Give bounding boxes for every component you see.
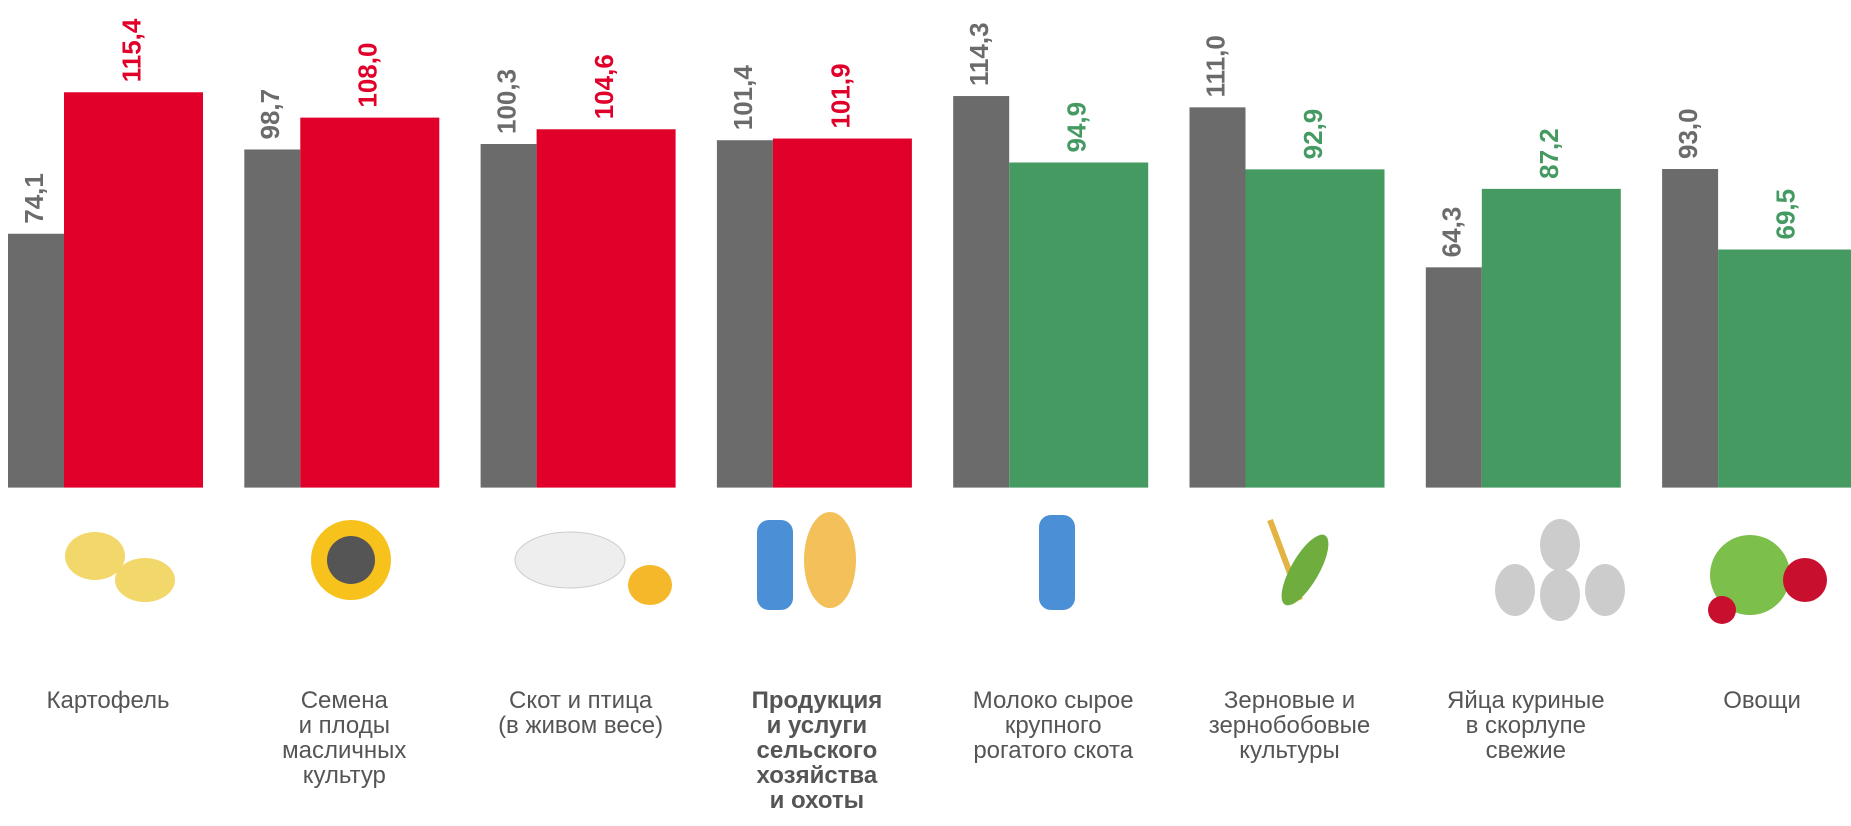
value-label: 115,4	[116, 18, 146, 82]
bar	[1426, 267, 1482, 487]
icon	[628, 565, 672, 605]
icons	[65, 512, 1827, 624]
icon	[1273, 528, 1337, 611]
bar	[1482, 189, 1621, 488]
icon	[757, 520, 793, 610]
bar	[1009, 162, 1148, 487]
bar	[64, 92, 203, 487]
bar	[1718, 250, 1851, 488]
bar	[481, 144, 537, 488]
icon	[1540, 519, 1580, 571]
icon	[1585, 564, 1625, 616]
bar	[1662, 169, 1718, 488]
icon	[1039, 515, 1075, 610]
category-label: Картофель	[0, 688, 226, 713]
bar	[717, 140, 773, 487]
value-label: 100,3	[491, 69, 521, 134]
chart: 74,1 115,4 98,7 108,0 100,3 104,6 101,4 101,9 11…	[0, 0, 1851, 826]
bar	[8, 234, 64, 488]
icon	[327, 536, 375, 584]
value-label: 64,3	[1437, 207, 1467, 258]
value-label: 92,9	[1298, 109, 1328, 160]
bar	[1246, 169, 1385, 487]
category-label: Зерновые и зернобобовые культуры	[1172, 688, 1408, 763]
bar	[953, 96, 1009, 488]
value-label: 108,0	[353, 43, 383, 108]
bar	[1190, 107, 1246, 487]
icon	[515, 532, 625, 588]
value-label: 94,9	[1062, 102, 1092, 153]
value-label: 87,2	[1534, 128, 1564, 179]
value-label: 111,0	[1200, 35, 1230, 97]
value-label: 98,7	[255, 89, 285, 140]
icon	[1708, 596, 1736, 624]
bar	[773, 139, 912, 488]
icon	[115, 558, 175, 602]
icon	[1540, 569, 1580, 621]
icon	[65, 532, 125, 580]
value-label: 114,3	[964, 22, 994, 86]
icon	[1783, 558, 1827, 602]
value-label: 69,5	[1770, 189, 1800, 240]
value-label: 74,1	[19, 173, 49, 224]
category-label: Молоко сырое крупного рогатого скота	[935, 688, 1171, 763]
bar	[300, 118, 439, 488]
category-label: Яйца куриные в скорлупе свежие	[1408, 688, 1644, 763]
category-label: Продукция и услуги сельского хозяйства и…	[699, 688, 935, 813]
value-label: 104,6	[589, 54, 619, 119]
bar	[537, 129, 676, 487]
category-label: Скот и птица (в живом весе)	[463, 688, 699, 738]
icon	[804, 512, 856, 608]
value-label: 101,4	[728, 65, 758, 131]
icon	[1495, 564, 1535, 616]
bar	[244, 149, 300, 487]
category-label: Овощи	[1644, 688, 1851, 713]
value-label: 101,9	[825, 63, 855, 128]
value-label: 93,0	[1673, 108, 1703, 159]
category-label: Семена и плоды масличных культур	[226, 688, 462, 788]
